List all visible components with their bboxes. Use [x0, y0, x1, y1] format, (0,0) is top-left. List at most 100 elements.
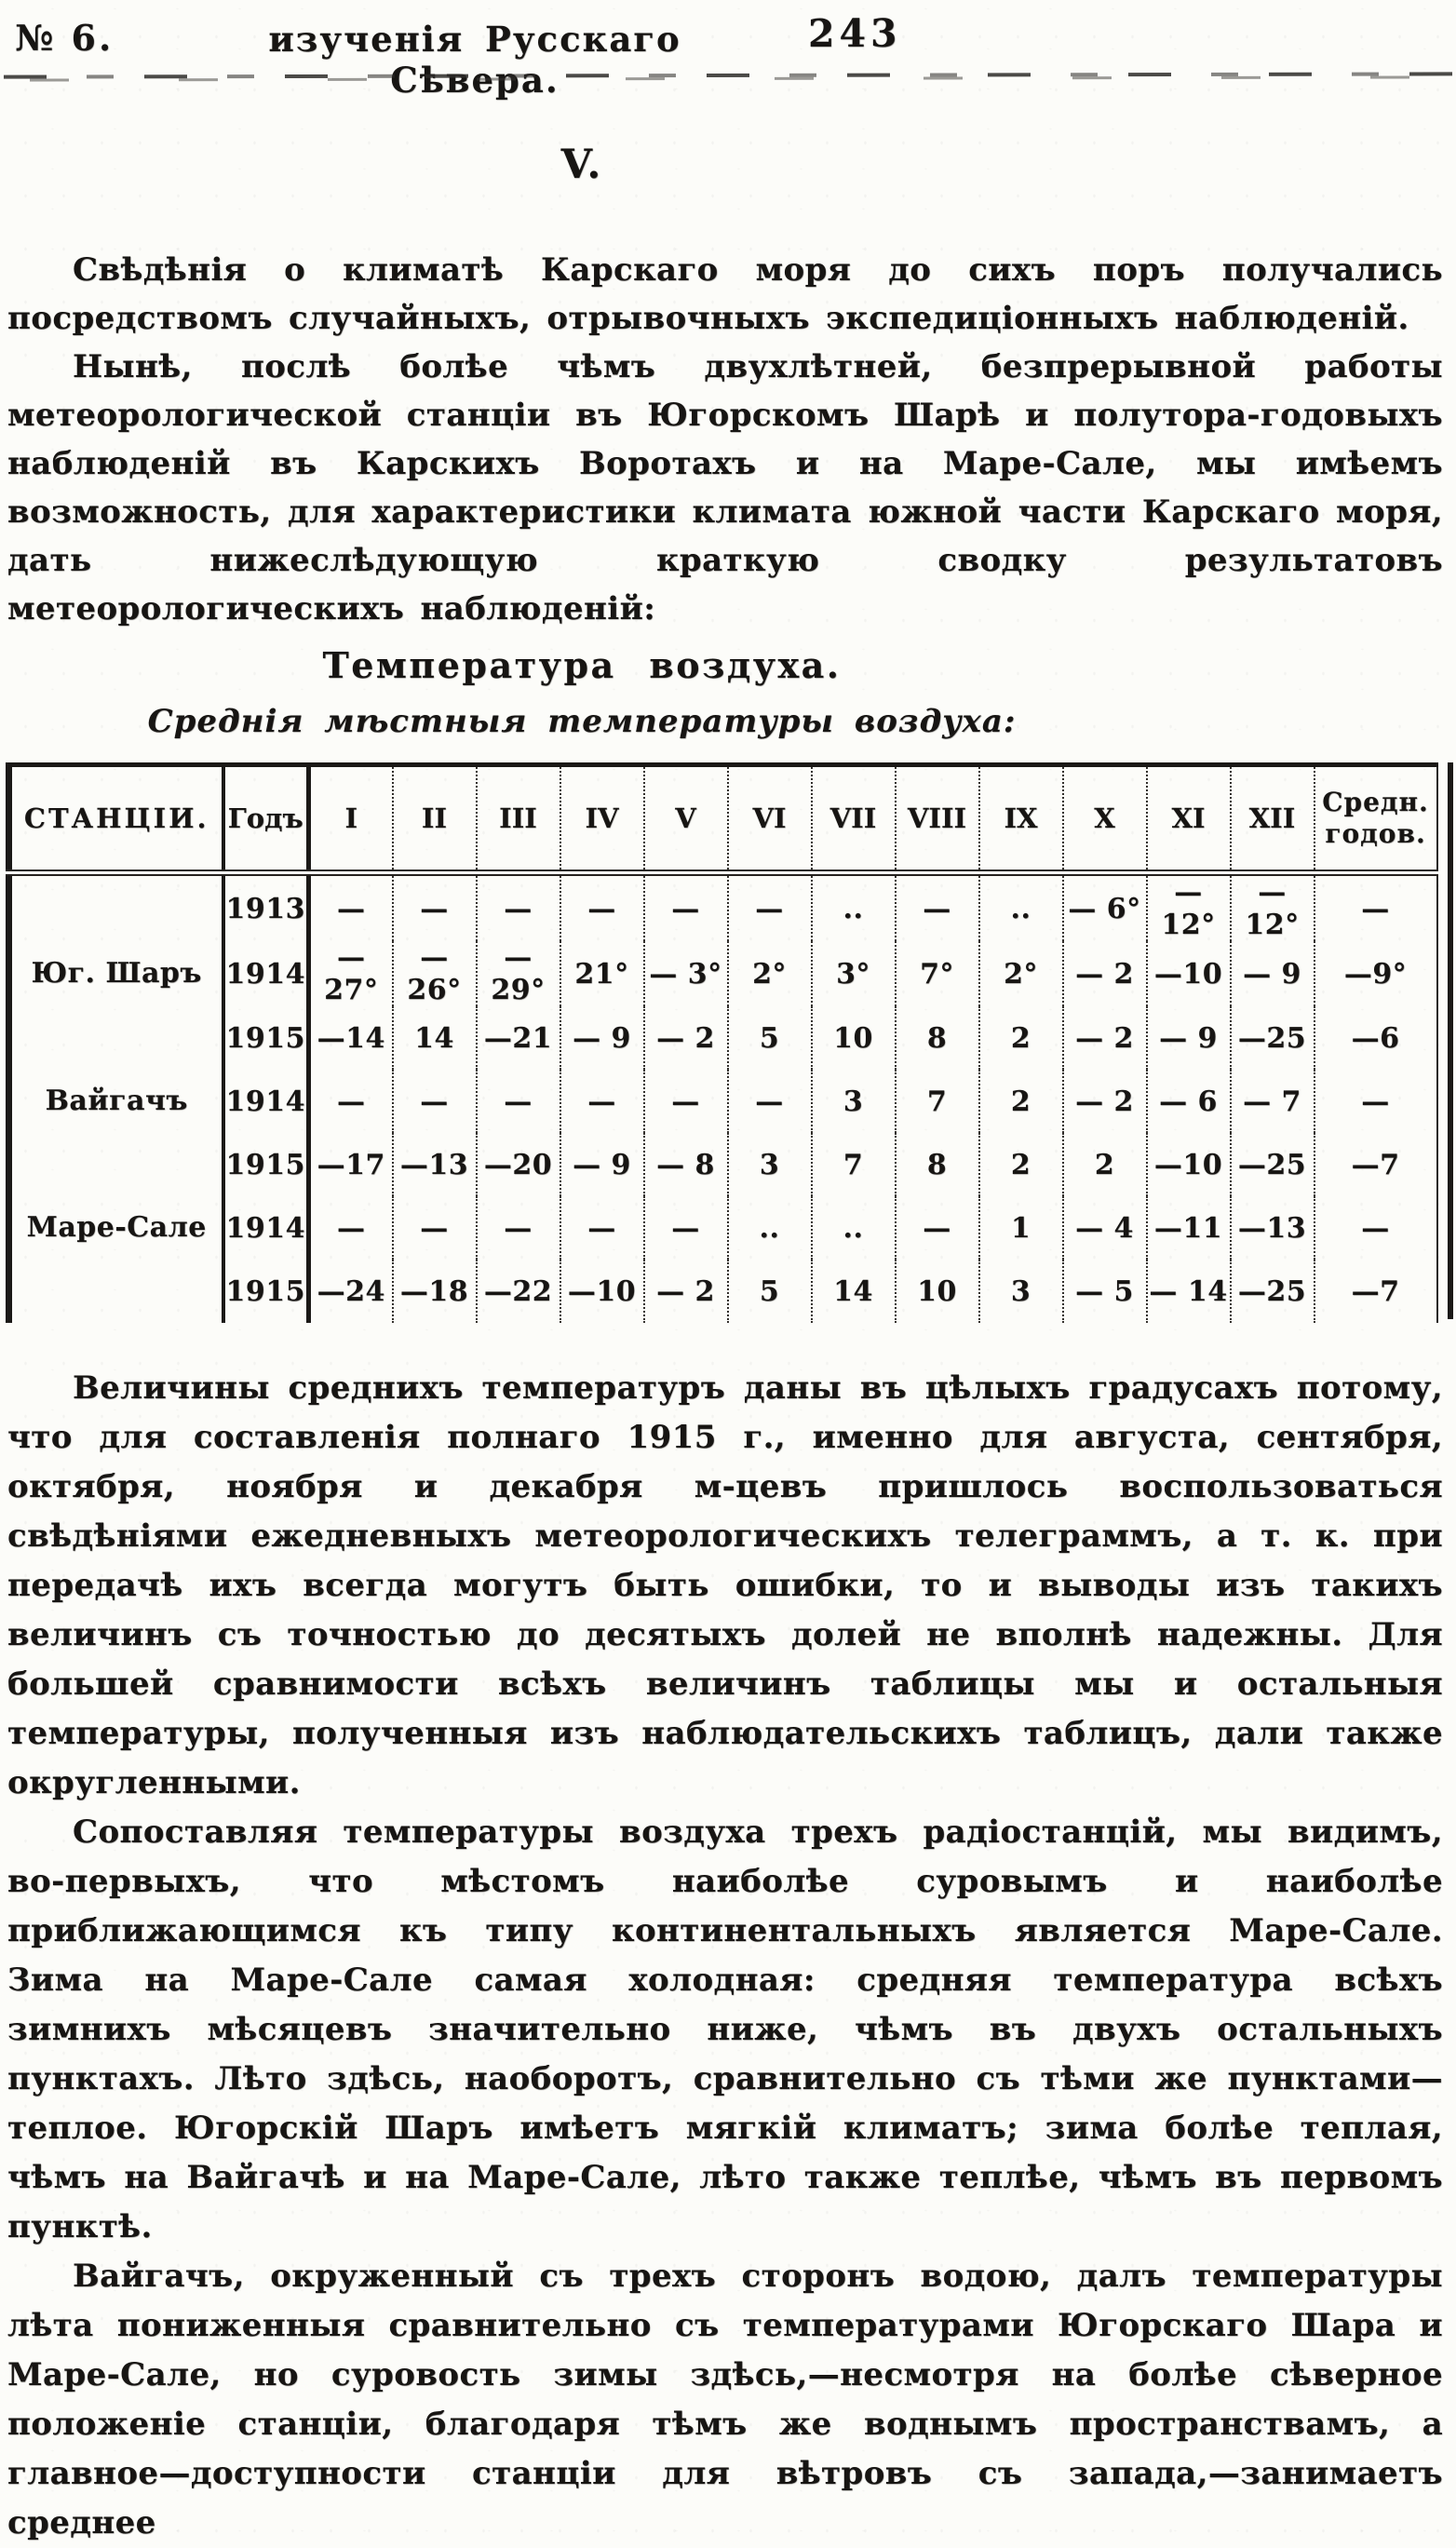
temp-cell: —14: [308, 1006, 394, 1070]
col-header-average: Средн. годов.: [1314, 764, 1438, 876]
table-row: Маре-Сале 1914 — — — — — .. .. — 1 — 4 —…: [8, 1196, 1438, 1323]
temp-cell: —: [308, 1070, 394, 1133]
body-paragraph-2: Сопоставляя температуры воздуха трехъ ра…: [7, 1813, 1443, 2245]
temp-cell: —25: [1230, 1260, 1315, 1323]
issue-number: № 6.: [15, 17, 115, 59]
temp-cell: —: [895, 872, 980, 941]
temp-cell: —: [476, 872, 561, 941]
avg-header-line1: Средн.: [1322, 787, 1429, 817]
temp-cell: —21: [476, 1006, 561, 1070]
temp-cell: — 4: [1062, 1196, 1148, 1260]
temp-cell: 3: [727, 1133, 813, 1196]
temp-cell: 14: [811, 1260, 897, 1323]
temp-cell: —27°: [308, 941, 394, 1006]
col-header-year: Годъ: [222, 764, 311, 876]
temp-cell: —13: [1230, 1196, 1315, 1260]
temp-cell: — 9: [1146, 1006, 1232, 1070]
temp-cell: —: [559, 1196, 645, 1260]
temp-cell: —26°: [392, 941, 478, 1006]
table-header-row: СТАНЦІИ. Годъ I II III IV V VI VII VIII …: [8, 764, 1438, 876]
col-header-month-xi: XI: [1146, 764, 1232, 876]
temp-cell: — 9: [1230, 941, 1315, 1006]
temp-cell: —25: [1230, 1133, 1315, 1196]
section-numeral: V.: [560, 142, 603, 188]
intro-text: Свѣдѣнія о климатѣ Карскаго моря до сихъ…: [7, 246, 1443, 633]
table-row: Юг. Шаръ 1913 — — — — — — .. — .. — 6° —…: [8, 872, 1438, 1070]
col-header-month-i: I: [308, 764, 394, 876]
header-rule: [3, 71, 1453, 83]
temp-cell: —29°: [476, 941, 561, 1006]
temp-cell: 21°: [559, 941, 645, 1006]
temp-cell: —: [727, 872, 813, 941]
year-cell: 1913: [222, 872, 311, 941]
temp-cell: —: [392, 1196, 478, 1260]
temp-cell: —: [308, 1196, 394, 1260]
temp-cell: — 9: [559, 1133, 645, 1196]
temp-cell: —: [643, 1070, 729, 1133]
temp-cell: —18: [392, 1260, 478, 1323]
temp-cell: 5: [727, 1260, 813, 1323]
temp-cell: —: [476, 1070, 561, 1133]
station-name: Вайгачъ: [8, 1070, 225, 1196]
year-cell: 1914: [222, 941, 311, 1006]
temp-cell: 3: [811, 1070, 897, 1133]
body-text: Величины среднихъ температуръ даны въ цѣ…: [7, 1364, 1443, 2548]
temp-cell: —12°: [1230, 872, 1315, 941]
col-header-month-vi: VI: [727, 764, 813, 876]
year-cell: 1914: [222, 1196, 311, 1260]
temp-cell: — 2: [1062, 1006, 1148, 1070]
table-row: 1915 —14 14 —21 — 9 — 2 5 10 8 2 — 2 — 9…: [9, 1006, 1438, 1070]
avg-cell: —: [1314, 872, 1438, 941]
temp-cell: —10: [559, 1260, 645, 1323]
temp-cell: —20: [476, 1133, 561, 1196]
page-header: № 6. изученія Русскаго Сѣвера. 243: [0, 9, 1456, 101]
body-paragraph-3: Вайгачъ, окруженный съ трехъ сторонъ вод…: [7, 2258, 1443, 2541]
temperature-heading: Температура воздуха.: [322, 644, 842, 686]
temp-cell: 3: [978, 1260, 1064, 1323]
col-header-month-xii: XII: [1230, 764, 1315, 876]
temp-cell: ..: [727, 1196, 813, 1260]
col-header-month-v: V: [643, 764, 729, 876]
temp-cell: —: [308, 872, 394, 941]
col-header-month-vii: VII: [811, 764, 897, 876]
temp-cell: —10: [1146, 941, 1232, 1006]
temp-cell: —: [727, 1070, 813, 1133]
temp-cell: — 5: [1062, 1260, 1148, 1323]
col-header-month-iii: III: [476, 764, 561, 876]
temp-cell: 2: [978, 1133, 1064, 1196]
temp-cell: 7: [811, 1133, 897, 1196]
avg-cell: —: [1314, 1070, 1438, 1133]
temp-cell: —: [476, 1196, 561, 1260]
temp-cell: — 3°: [643, 941, 729, 1006]
temp-cell: 3°: [811, 941, 897, 1006]
temp-cell: 7°: [895, 941, 980, 1006]
temp-cell: 2: [1062, 1133, 1148, 1196]
year-cell: 1915: [222, 1006, 311, 1070]
temperature-table: СТАНЦІИ. Годъ I II III IV V VI VII VIII …: [6, 762, 1438, 1323]
temp-cell: —: [895, 1196, 980, 1260]
col-header-stations: СТАНЦІИ.: [8, 764, 225, 876]
temp-cell: —: [559, 1070, 645, 1133]
temp-cell: —17: [308, 1133, 394, 1196]
body-paragraph-1: Величины среднихъ температуръ даны въ цѣ…: [7, 1369, 1443, 1801]
running-title: изученія Русскаго Сѣвера.: [268, 19, 681, 101]
temp-cell: — 2: [1062, 1070, 1148, 1133]
temp-cell: —11: [1146, 1196, 1232, 1260]
col-header-month-viii: VIII: [895, 764, 980, 876]
temp-cell: —22: [476, 1260, 561, 1323]
temp-cell: —: [559, 872, 645, 941]
temp-cell: 2: [978, 1070, 1064, 1133]
temp-cell: —: [643, 872, 729, 941]
temp-cell: ..: [811, 1196, 897, 1260]
temp-cell: —10: [1146, 1133, 1232, 1196]
temp-cell: 2°: [727, 941, 813, 1006]
year-cell: 1915: [222, 1260, 311, 1323]
temp-cell: —: [643, 1196, 729, 1260]
intro-paragraph-2: Нынѣ, послѣ болѣе чѣмъ двухлѣтней, безпр…: [7, 348, 1443, 627]
station-name: Юг. Шаръ: [8, 872, 225, 1070]
temp-cell: 8: [895, 1133, 980, 1196]
intro-paragraph-1: Свѣдѣнія о климатѣ Карскаго моря до сихъ…: [7, 251, 1443, 337]
temp-cell: —: [392, 1070, 478, 1133]
temp-cell: — 9: [559, 1006, 645, 1070]
avg-cell: —7: [1314, 1133, 1438, 1196]
